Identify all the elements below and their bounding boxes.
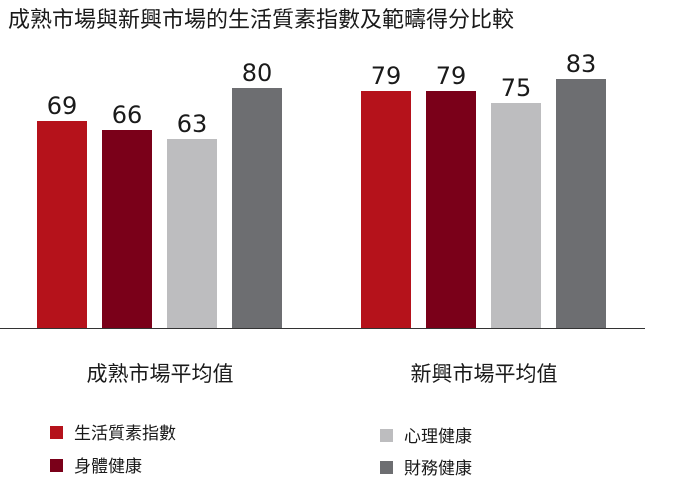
legend-label-3: 財務健康	[404, 459, 472, 479]
chart-title: 成熟市場與新興市場的生活質素指數及範疇得分比較	[8, 8, 514, 33]
data-label-mature-series-0: 69	[47, 92, 78, 120]
bar-mature-series-2	[167, 139, 217, 328]
category-label-emerging: 新興市場平均值	[411, 362, 558, 386]
data-label-mature-series-2: 63	[177, 110, 208, 138]
data-label-mature-series-1: 66	[112, 101, 143, 129]
legend-swatch-1	[50, 459, 63, 472]
data-label-mature-series-3: 80	[242, 59, 273, 87]
legend-swatch-0	[50, 426, 63, 439]
legend-label-2: 心理健康	[404, 427, 472, 447]
legend-swatch-2	[380, 429, 393, 442]
bar-emerging-series-1	[426, 91, 476, 328]
bar-emerging-series-3	[556, 79, 606, 328]
legend-swatch-3	[380, 461, 393, 474]
category-label-mature: 成熟市場平均值	[87, 362, 234, 386]
bar-mature-series-0	[37, 121, 87, 328]
data-label-emerging-series-0: 79	[371, 62, 402, 90]
bar-mature-series-3	[232, 88, 282, 328]
bar-emerging-series-2	[491, 103, 541, 328]
data-label-emerging-series-1: 79	[436, 62, 467, 90]
data-label-emerging-series-3: 83	[566, 50, 597, 78]
legend-label-1: 身體健康	[74, 457, 142, 477]
bar-mature-series-1	[102, 130, 152, 328]
data-label-emerging-series-2: 75	[501, 74, 532, 102]
bars-layer: 69 79 66 79 63 75 80 83	[37, 50, 606, 328]
legend-label-0: 生活質素指數	[74, 424, 176, 444]
bar-emerging-series-0	[361, 91, 411, 328]
